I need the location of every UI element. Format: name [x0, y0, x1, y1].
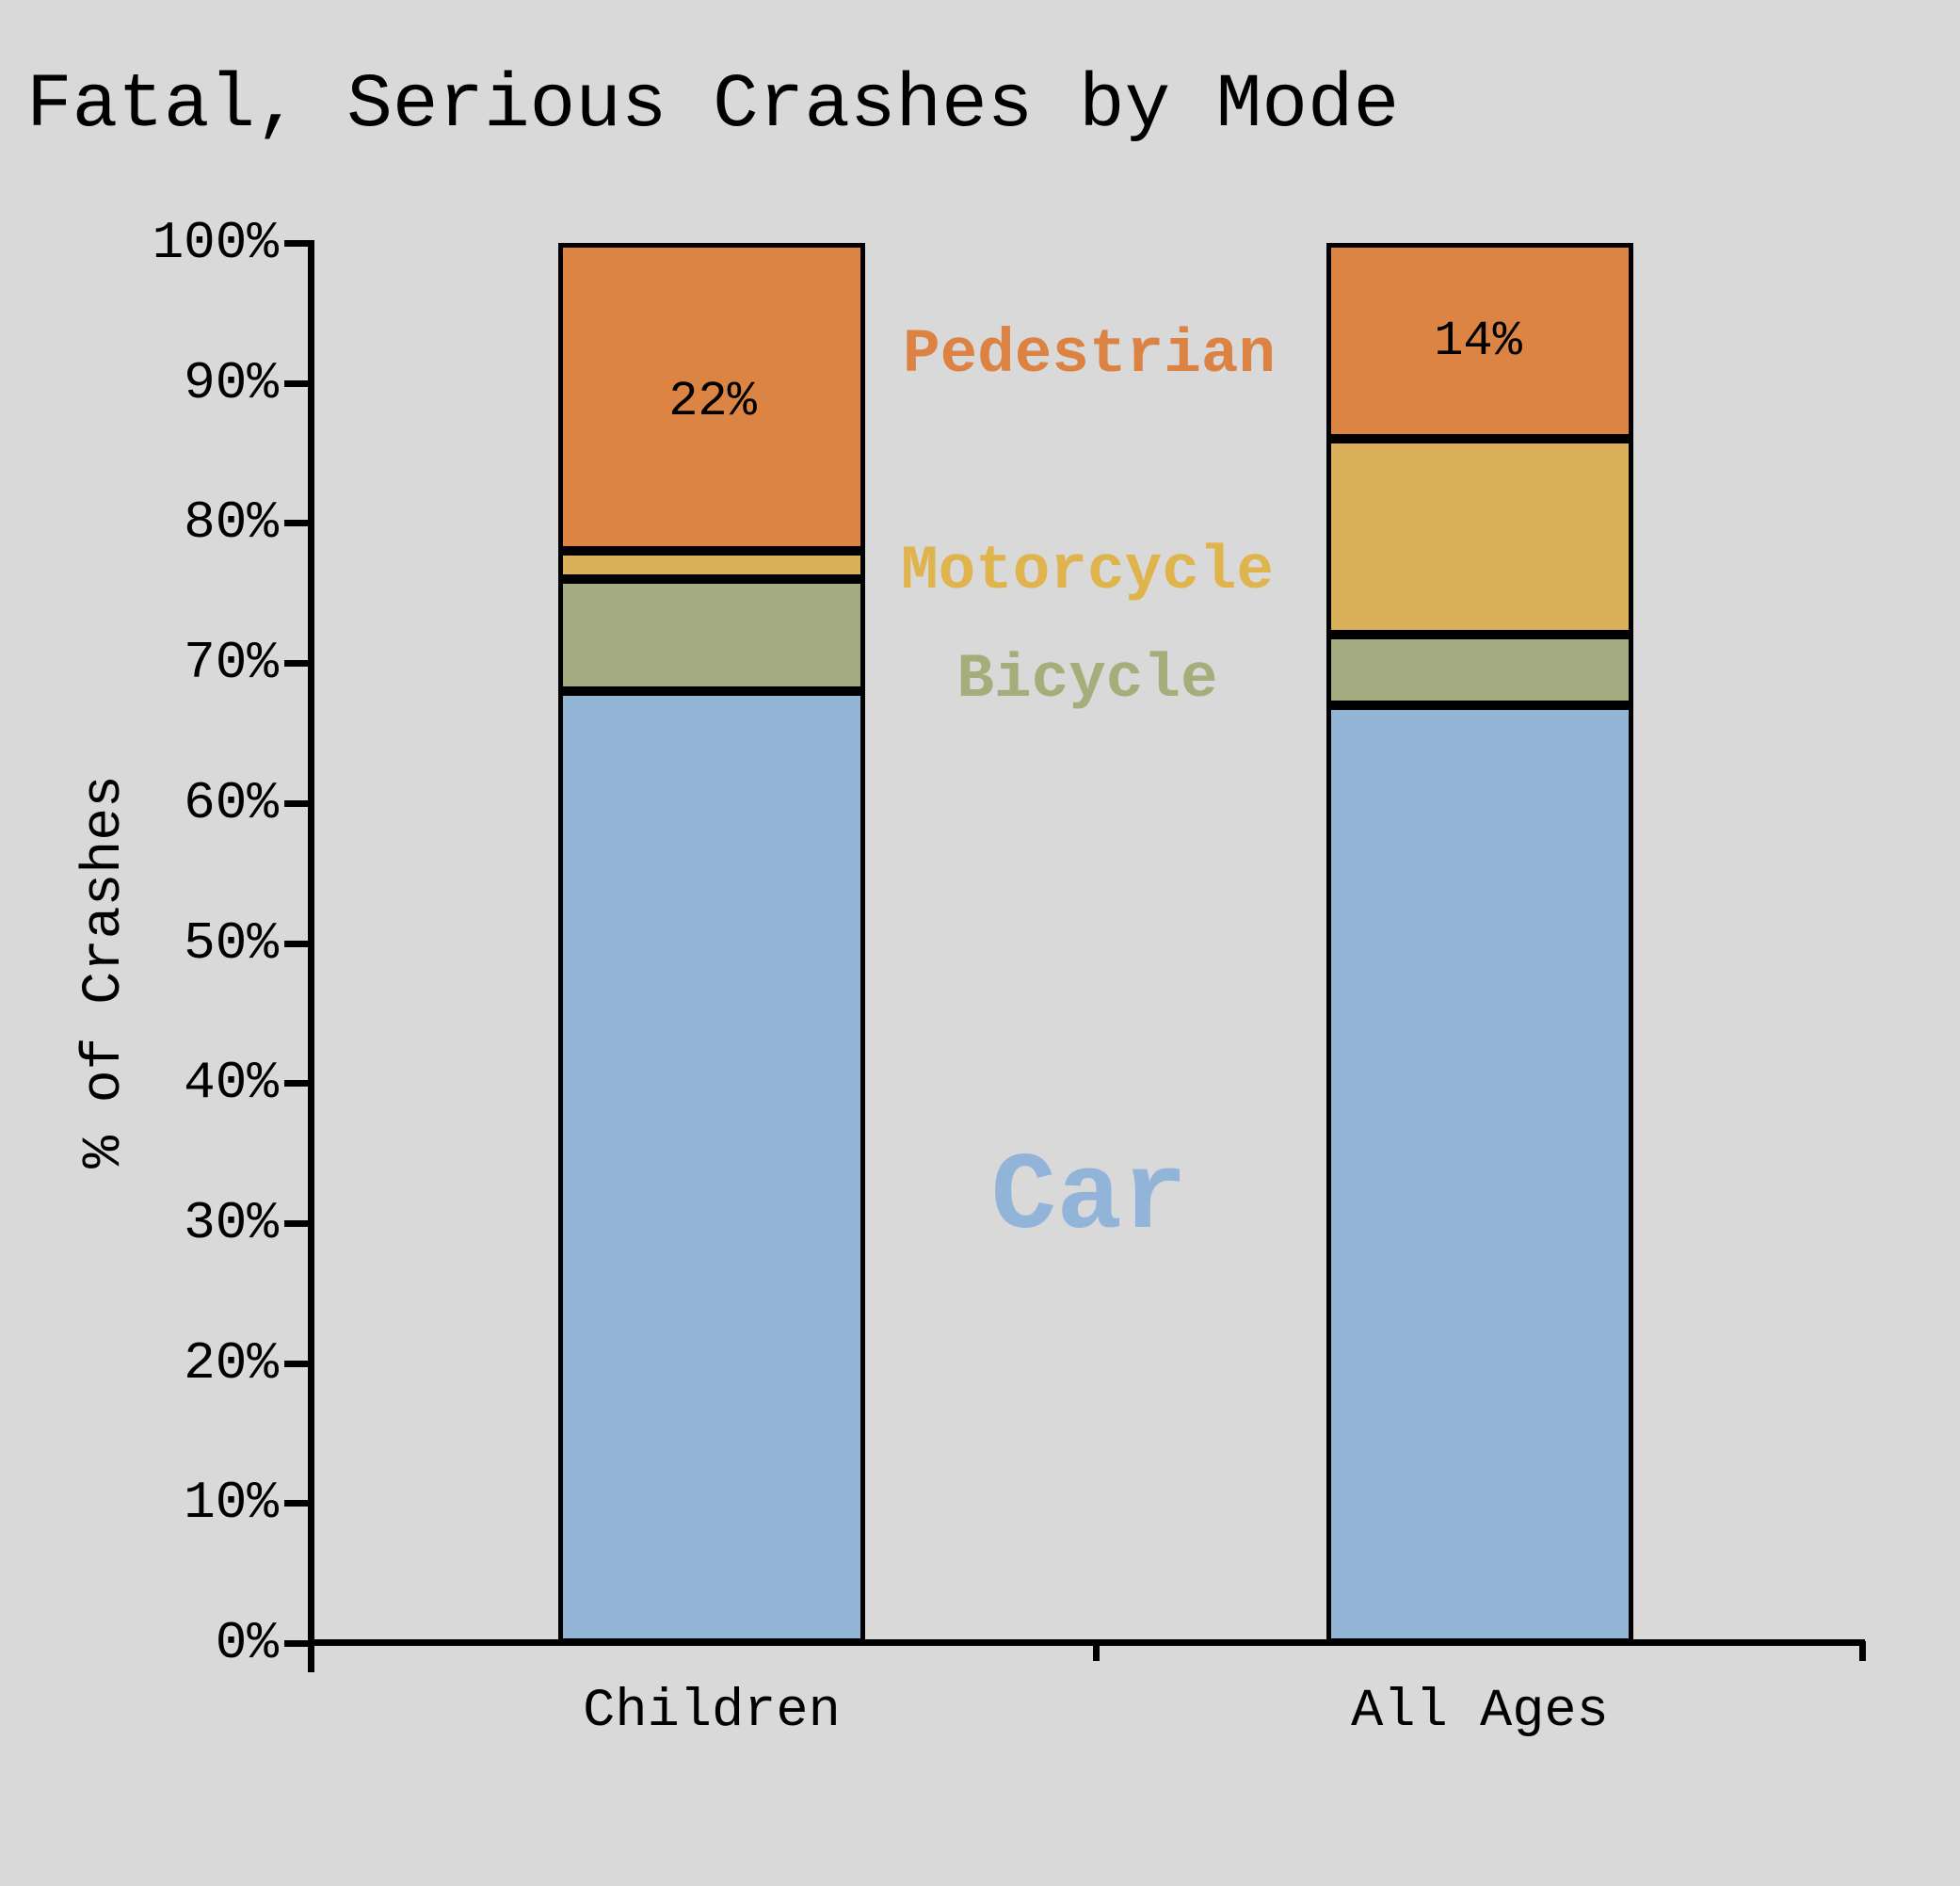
y-tick [284, 520, 311, 527]
legend-label-motorcycle: Motorcycle [900, 536, 1275, 606]
y-tick [284, 1360, 311, 1367]
y-tick-label: 50% [184, 912, 279, 974]
y-tick [284, 1640, 311, 1647]
bar-segment-car-1 [1326, 704, 1633, 1643]
x-axis-line [308, 1639, 1865, 1646]
bar-segment-bicycle-1 [1326, 635, 1633, 705]
y-tick-label: 20% [184, 1332, 279, 1394]
bar-segment-car-0 [558, 690, 865, 1643]
y-tick [284, 660, 311, 668]
bar-segment-pedestrian-0 [558, 243, 865, 552]
bar-segment-bicycle-0 [558, 578, 865, 691]
y-tick-label: 40% [184, 1053, 279, 1114]
legend-label-pedestrian: Pedestrian [902, 319, 1277, 390]
legend-label-car: Car [990, 1136, 1188, 1260]
y-tick [284, 240, 311, 247]
y-tick [284, 1080, 311, 1088]
y-tick [284, 379, 311, 387]
x-tick [1093, 1641, 1100, 1661]
value-label-0: 22% [668, 374, 757, 429]
y-tick [284, 1219, 311, 1227]
x-tick [1859, 1641, 1866, 1661]
bar-segment-motorcycle-1 [1326, 439, 1633, 636]
chart-title: Fatal, Serious Crashes by Mode [26, 63, 1400, 149]
y-tick [284, 1500, 311, 1507]
bar-segment-motorcycle-0 [558, 551, 865, 579]
y-tick-label: 0% [215, 1613, 279, 1673]
y-tick-label: 90% [184, 352, 279, 413]
legend-label-bicycle: Bicycle [956, 644, 1218, 715]
y-axis-spine [308, 240, 314, 1672]
value-label-1: 14% [1434, 314, 1522, 369]
y-tick-label: 80% [184, 492, 279, 554]
y-tick-label: 70% [184, 633, 279, 694]
y-tick-label: 10% [184, 1473, 279, 1534]
bar-segment-pedestrian-1 [1326, 243, 1633, 440]
x-category-label: Children [583, 1682, 841, 1742]
y-tick [284, 940, 311, 947]
y-tick-label: 100% [152, 213, 279, 273]
x-category-label: All Ages [1351, 1682, 1609, 1742]
y-tick-label: 30% [184, 1192, 279, 1253]
y-tick [284, 799, 311, 807]
y-tick-label: 60% [184, 772, 279, 833]
